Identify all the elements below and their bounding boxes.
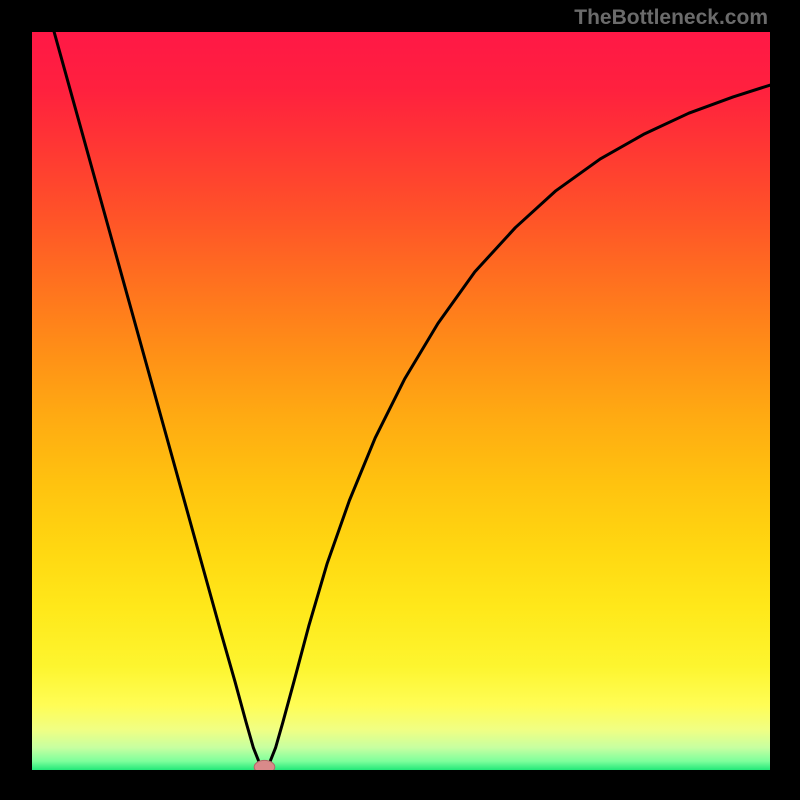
chart-background xyxy=(32,32,770,770)
minimum-marker xyxy=(254,760,275,770)
watermark-label: TheBottleneck.com xyxy=(574,6,768,29)
bottleneck-curve-chart xyxy=(32,32,770,770)
watermark-text: TheBottleneck.com xyxy=(574,6,768,30)
chart-container xyxy=(32,32,770,770)
